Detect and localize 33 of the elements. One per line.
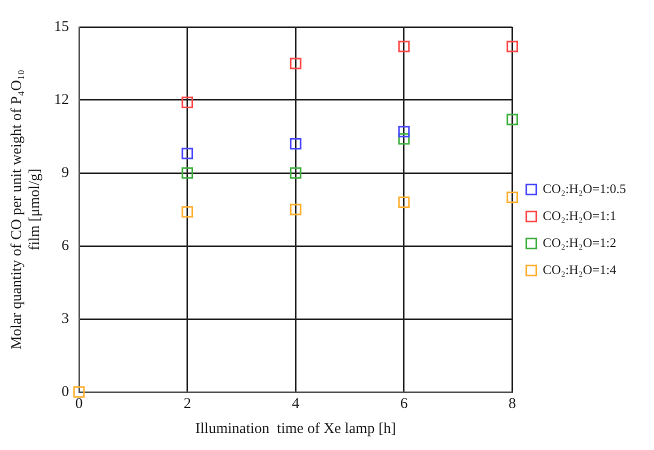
point [398, 133, 410, 145]
point [290, 58, 302, 70]
point [182, 96, 194, 108]
point [506, 114, 518, 126]
legend-label: CO₂:H₂O=1:4 [542, 262, 617, 277]
point [182, 167, 194, 179]
x-tick-label: 8 [508, 396, 516, 412]
point [73, 386, 85, 398]
legend-label: CO₂:H₂O=1:0.5 [542, 180, 626, 196]
x-tick-label: 4 [292, 396, 300, 412]
point [290, 167, 302, 179]
point [290, 138, 302, 150]
x-axis-title: Illumination time of Xe lamp [h] [195, 420, 396, 437]
point [290, 204, 302, 216]
legend-label: CO₂:H₂O=1:2 [542, 234, 616, 250]
point [182, 206, 194, 218]
y-tick-label: 12 [54, 92, 69, 108]
y-tick-label: 6 [62, 238, 70, 254]
x-tick-label: 2 [184, 396, 192, 412]
point [398, 196, 410, 208]
point [398, 40, 410, 52]
y-tick-label: 9 [62, 164, 69, 181]
x-tick-label: 0 [75, 396, 83, 412]
y-tick-label: 15 [54, 18, 69, 35]
legend-label: CO₂:H₂O=1:1 [542, 208, 616, 223]
x-tick-label: 6 [400, 396, 408, 412]
point [506, 40, 518, 52]
y-tick-label: 0 [62, 384, 69, 400]
y-axis-title: Molar quantity of CO per unit weight of P₄O₁₀ film [μmol/g] [8, 70, 43, 350]
point [398, 126, 410, 138]
y-tick-label: 3 [62, 310, 69, 327]
point [182, 148, 194, 160]
point [506, 192, 518, 204]
